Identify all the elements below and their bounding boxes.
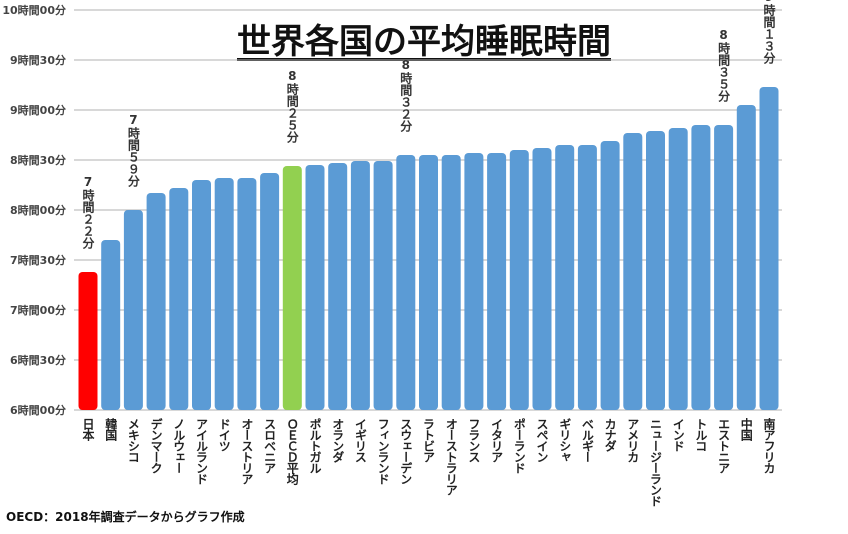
x-tick-label: オランダ <box>330 418 345 462</box>
x-tick-label: イタリア <box>489 418 504 462</box>
x-tick-label: トルコ <box>693 418 708 451</box>
x-tick-label: メキシコ <box>126 418 141 462</box>
x-tick-label: 韓国 <box>103 418 118 440</box>
x-tick-label: エストニア <box>716 418 731 473</box>
x-tick-label: 日本 <box>81 418 95 440</box>
bar-ドイツ <box>214 178 234 410</box>
bar-韓国 <box>101 240 121 410</box>
bar-インド <box>668 128 688 410</box>
data-label: 7時間２２分 <box>81 175 95 249</box>
x-tick-label: ギリシャ <box>557 418 572 462</box>
x-tick-label: イギリス <box>353 418 368 462</box>
bar-フランス <box>464 153 484 410</box>
y-tick-label: 8時間30分 <box>10 153 66 167</box>
source-note: OECD：2018年調査データからグラフ作成 <box>6 510 245 524</box>
bar-ギリシャ <box>555 145 575 410</box>
y-tick-label: 9時間30分 <box>10 53 66 67</box>
x-tick-label: ラトビア <box>421 418 436 462</box>
bar-中国 <box>736 105 756 410</box>
data-label: 8時間２５分 <box>285 69 300 143</box>
x-tick-label: ニュージーランド <box>648 418 663 506</box>
y-tick-label: 6時間00分 <box>10 403 66 417</box>
x-tick-label: ポルトガル <box>308 418 322 473</box>
x-tick-label: 南アフリカ <box>762 418 776 473</box>
bar-イタリア <box>487 153 507 410</box>
bar-スロベニア <box>260 173 280 410</box>
y-tick-label: 9時間00分 <box>10 103 66 117</box>
y-tick-label: 10時間00分 <box>2 3 66 17</box>
y-tick-label: 8時間00分 <box>10 203 66 217</box>
x-tick-label: オーストリア <box>239 418 254 484</box>
x-tick-label: ＯＥＣＤ平均 <box>285 418 300 484</box>
bar-アイルランド <box>192 180 211 410</box>
x-tick-label: フランス <box>466 418 481 462</box>
bar-オーストリア <box>237 178 257 410</box>
data-label: 9時間１３分 <box>762 0 776 64</box>
y-tick-label: 7時間30分 <box>10 253 66 267</box>
bar-ノルウェー <box>169 188 189 410</box>
bar-スペイン <box>532 148 552 410</box>
bar-イギリス <box>350 161 370 410</box>
bar-ポルトガル <box>305 165 325 410</box>
data-label: 8時間３５分 <box>716 28 731 102</box>
bar-アメリカ <box>623 133 643 410</box>
bar-トルコ <box>691 125 711 410</box>
bar-オランダ <box>328 163 348 410</box>
bar-エストニア <box>714 125 734 410</box>
data-label: 8時間３２分 <box>398 58 413 132</box>
bar-オーストラリア <box>441 155 461 410</box>
bar-ニュージーランド <box>646 131 665 410</box>
x-tick-label: スロベニア <box>262 418 277 473</box>
bar-南アフリカ <box>759 87 779 410</box>
y-tick-label: 6時間30分 <box>10 353 66 367</box>
bar-日本 <box>78 272 98 410</box>
x-tick-label: アイルランド <box>194 418 209 484</box>
x-tick-label: ノルウェー <box>171 418 186 473</box>
x-tick-label: オーストラリア <box>444 418 459 495</box>
bar-フィンランド <box>373 161 393 410</box>
bar-メキシコ <box>123 210 143 410</box>
bar-カナダ <box>600 141 620 410</box>
bar-ラトビア <box>419 155 438 410</box>
bar-スウェーデン <box>396 155 416 410</box>
bar-ＯＥＣＤ平均 <box>282 166 302 410</box>
x-tick-label: スウェーデン <box>398 418 413 484</box>
y-tick-label: 7時間00分 <box>10 303 66 317</box>
chart-title: 世界各国の平均睡眠時間 <box>0 14 848 63</box>
x-tick-label: スペイン <box>535 418 549 462</box>
x-tick-label: ベルギー <box>580 418 595 462</box>
bar-ベルギー <box>577 145 597 410</box>
bar-ポーランド <box>509 150 529 410</box>
x-tick-label: フィンランド <box>376 418 391 484</box>
x-tick-label: カナダ <box>603 418 618 451</box>
chart-title-text: 世界各国の平均睡眠時間 <box>237 22 611 62</box>
data-label: 7時間５９分 <box>126 113 141 187</box>
bar-デンマーク <box>146 193 166 410</box>
x-tick-label: インド <box>671 418 686 451</box>
x-tick-label: 中国 <box>739 418 754 440</box>
x-tick-label: ドイツ <box>217 418 232 451</box>
x-tick-label: アメリカ <box>625 418 640 462</box>
x-tick-label: デンマーク <box>149 418 164 473</box>
x-tick-label: ポーランド <box>512 418 527 473</box>
